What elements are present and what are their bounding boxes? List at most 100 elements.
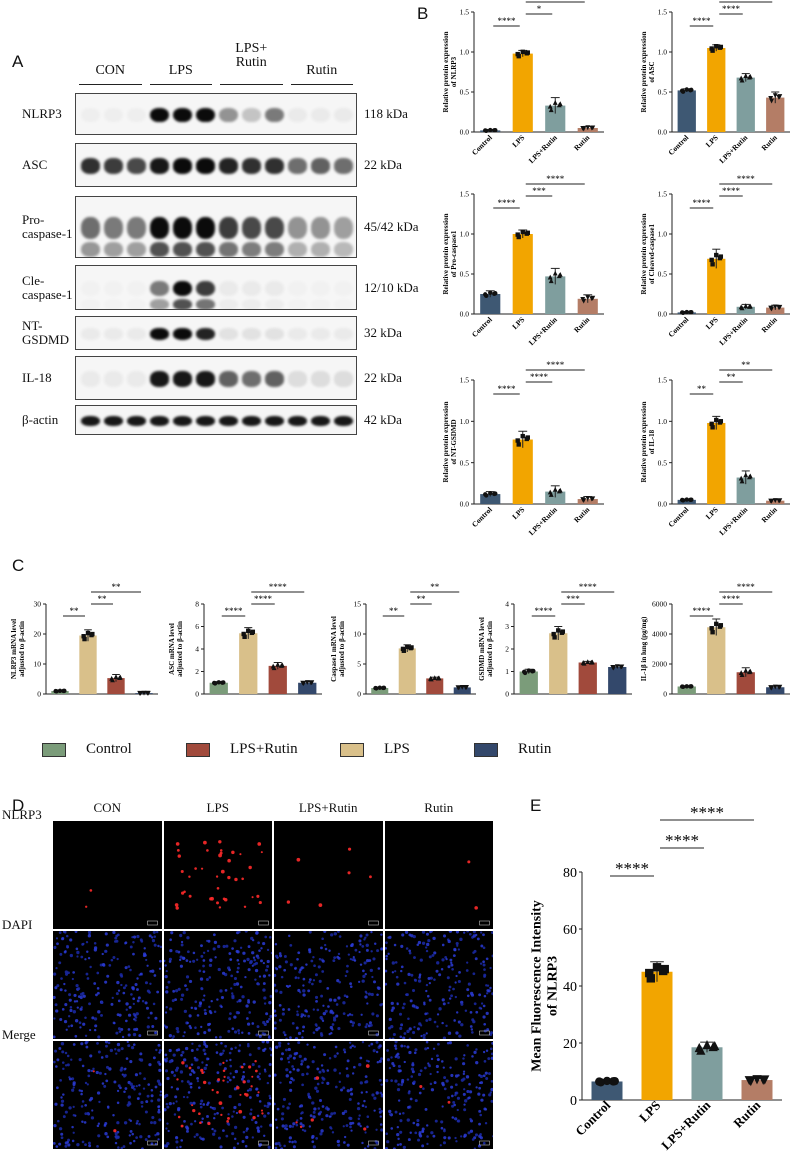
nucleus [449, 994, 453, 998]
protein-band [334, 217, 353, 239]
nucleus [215, 1051, 218, 1054]
nucleus [76, 950, 80, 955]
nucleus [215, 998, 219, 1001]
nucleus [424, 989, 427, 993]
nucleus [81, 1064, 85, 1068]
bar [453, 687, 471, 694]
nucleus [135, 1136, 138, 1140]
nucleus [406, 1118, 410, 1122]
nucleus [274, 1045, 279, 1049]
bar [707, 422, 726, 504]
nucleus [402, 1002, 406, 1006]
nucleus [67, 1138, 71, 1142]
nucleus [205, 1114, 209, 1118]
nucleus [67, 1143, 71, 1147]
nucleus [203, 1066, 207, 1071]
nlrp3-signal [180, 1061, 185, 1065]
nucleus [451, 1116, 454, 1119]
nucleus [351, 1072, 355, 1075]
nucleus [84, 1143, 87, 1147]
nucleus [64, 1110, 68, 1114]
nucleus [61, 1050, 65, 1054]
nucleus [269, 1053, 272, 1057]
data-point [428, 676, 434, 682]
nucleus [226, 1076, 230, 1080]
nucleus [58, 931, 62, 934]
x-tick-label: LPS [704, 133, 720, 149]
nucleus [215, 1111, 219, 1115]
data-point [516, 442, 521, 447]
y-tick-label: 0 [195, 690, 199, 699]
nucleus [330, 1112, 334, 1116]
data-point [589, 296, 595, 302]
nucleus [406, 972, 411, 977]
nucleus [199, 1099, 203, 1103]
nucleus [375, 1032, 379, 1037]
data-point [435, 675, 441, 681]
nucleus [312, 956, 315, 959]
nucleus [392, 1032, 396, 1037]
nucleus [486, 989, 491, 993]
y-axis-label: Relative protein expressionof NT-GSDMD [442, 401, 458, 482]
nucleus [480, 1002, 483, 1005]
nucleus [259, 1125, 262, 1128]
nucleus [420, 1144, 424, 1148]
nucleus [315, 1136, 319, 1140]
nucleus [460, 1078, 464, 1082]
nucleus [410, 1067, 414, 1071]
nucleus [450, 1094, 454, 1098]
nucleus [202, 959, 205, 962]
nucleus [258, 975, 261, 978]
nucleus [75, 947, 79, 951]
nucleus [242, 1071, 245, 1074]
data-point [688, 497, 693, 503]
nlrp3-signal [202, 1080, 206, 1085]
nucleus [262, 982, 266, 986]
nucleus [363, 1147, 367, 1149]
data-point [717, 420, 723, 425]
microscopy-row-label: NLRP3 [2, 807, 42, 822]
data-point [646, 974, 655, 983]
nucleus [144, 981, 148, 985]
nucleus [429, 1072, 432, 1076]
nucleus [243, 975, 247, 979]
protein-band [104, 371, 123, 387]
x-tick-label: Rutin [730, 1097, 764, 1131]
nucleus [114, 1141, 118, 1145]
nucleus [186, 950, 190, 954]
nucleus [289, 1088, 293, 1092]
nucleus [196, 1032, 200, 1036]
nucleus [117, 999, 121, 1003]
blot-strip [75, 196, 357, 258]
nucleus [233, 976, 237, 981]
nucleus [232, 1110, 235, 1113]
nucleus [61, 1008, 65, 1011]
nucleus [387, 1109, 391, 1114]
nucleus [324, 1107, 328, 1110]
nucleus [359, 1056, 363, 1060]
nucleus [104, 932, 108, 936]
bar [371, 688, 389, 694]
protein-band [242, 280, 261, 297]
nucleus [182, 1095, 185, 1099]
nucleus [228, 1012, 232, 1015]
nucleus [165, 969, 168, 973]
nucleus [323, 1053, 327, 1057]
nucleus [390, 1009, 394, 1012]
significance-label: **** [530, 372, 549, 382]
nucleus [336, 1139, 341, 1143]
nlrp3-signal [180, 869, 184, 874]
nucleus [396, 1083, 400, 1086]
nucleus [439, 1144, 442, 1147]
nucleus [335, 1014, 339, 1018]
data-point [516, 53, 521, 59]
nucleus [286, 1106, 290, 1110]
nucleus [367, 992, 372, 996]
nucleus [343, 1141, 346, 1144]
nucleus [448, 997, 451, 1000]
nucleus [263, 1068, 266, 1071]
nucleus [407, 1050, 412, 1055]
bar [736, 477, 755, 504]
nucleus [391, 971, 394, 974]
nucleus [490, 1052, 493, 1056]
